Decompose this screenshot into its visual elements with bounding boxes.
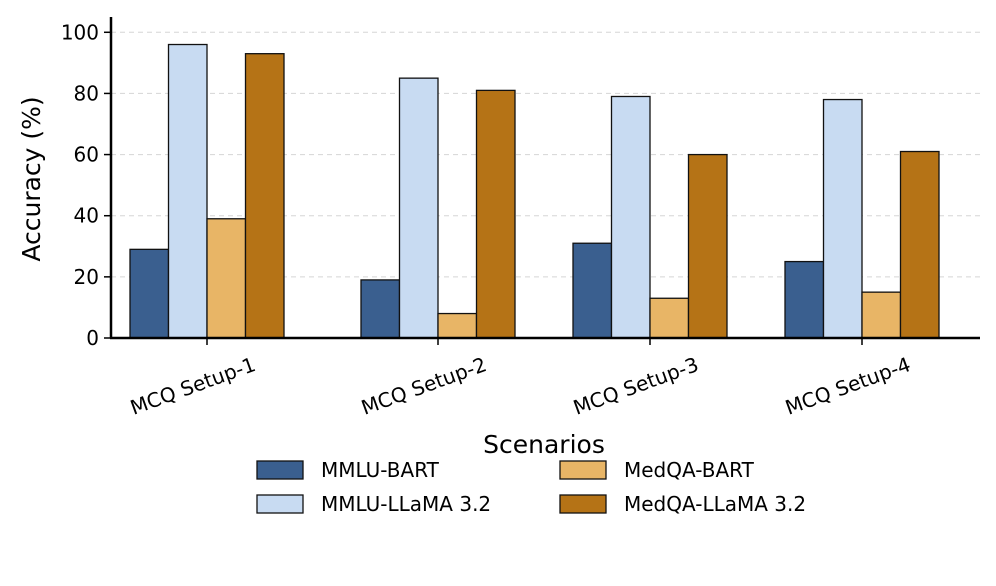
bar-mmlu-bart-mcq-setup-3 <box>572 242 613 339</box>
y-tick-label: 100 <box>61 20 99 44</box>
y-axis-ticks: 0 20 40 60 80 100 <box>61 20 111 350</box>
legend-item-medqa-llama-3-2: MedQA-LLaMA 3.2 <box>559 492 806 516</box>
x-tick-label: MCQ Setup-2 <box>358 352 490 420</box>
x-axis-label: Scenarios <box>483 430 605 459</box>
legend-item-medqa-bart: MedQA-BART <box>559 458 755 482</box>
y-tick-label: 60 <box>74 143 99 167</box>
legend-label: MMLU-BART <box>321 458 440 482</box>
bars <box>129 43 940 339</box>
bar-medqa-llama-3-2-mcq-setup-1 <box>244 53 285 339</box>
y-tick-label: 40 <box>74 204 99 228</box>
bar-medqa-bart-mcq-setup-1 <box>206 218 247 339</box>
legend-label: MedQA-LLaMA 3.2 <box>624 492 806 516</box>
bar-mmlu-llama-3-2-mcq-setup-4 <box>822 98 863 339</box>
legend-label: MMLU-LLaMA 3.2 <box>321 492 491 516</box>
y-tick-label: 80 <box>74 81 99 105</box>
legend-item-mmlu-llama-3-2: MMLU-LLaMA 3.2 <box>256 492 491 516</box>
bar-mmlu-bart-mcq-setup-1 <box>129 248 170 339</box>
y-tick-label: 20 <box>74 265 99 289</box>
bar-mmlu-bart-mcq-setup-4 <box>784 260 825 339</box>
bar-medqa-llama-3-2-mcq-setup-2 <box>475 89 516 339</box>
bar-medqa-llama-3-2-mcq-setup-3 <box>687 153 728 339</box>
x-axis-ticks: MCQ Setup-1 MCQ Setup-2 MCQ Setup-3 MCQ Set… <box>127 338 914 420</box>
legend: MMLU-BART MMLU-LLaMA 3.2 MedQA-BART MedQA-L… <box>256 458 806 516</box>
x-tick-label: MCQ Setup-3 <box>570 352 702 420</box>
y-axis-label: Accuracy (%) <box>17 96 46 261</box>
axes <box>109 17 980 340</box>
bar-mmlu-llama-3-2-mcq-setup-1 <box>167 43 208 339</box>
legend-swatch <box>256 494 304 514</box>
bar-medqa-bart-mcq-setup-4 <box>861 291 902 339</box>
bar-medqa-llama-3-2-mcq-setup-4 <box>899 150 940 339</box>
legend-swatch <box>559 460 607 480</box>
bar-medqa-bart-mcq-setup-3 <box>649 297 690 339</box>
y-tick-label: 0 <box>86 326 99 350</box>
x-tick-label: MCQ Setup-1 <box>127 352 259 420</box>
x-tick-label: MCQ Setup-4 <box>782 352 914 420</box>
legend-item-mmlu-bart: MMLU-BART <box>256 458 440 482</box>
legend-swatch <box>256 460 304 480</box>
legend-swatch <box>559 494 607 514</box>
legend-label: MedQA-BART <box>624 458 755 482</box>
bar-mmlu-bart-mcq-setup-2 <box>360 279 401 339</box>
bar-medqa-bart-mcq-setup-2 <box>437 312 478 339</box>
bar-mmlu-llama-3-2-mcq-setup-2 <box>398 77 439 339</box>
bar-mmlu-llama-3-2-mcq-setup-3 <box>610 95 651 339</box>
